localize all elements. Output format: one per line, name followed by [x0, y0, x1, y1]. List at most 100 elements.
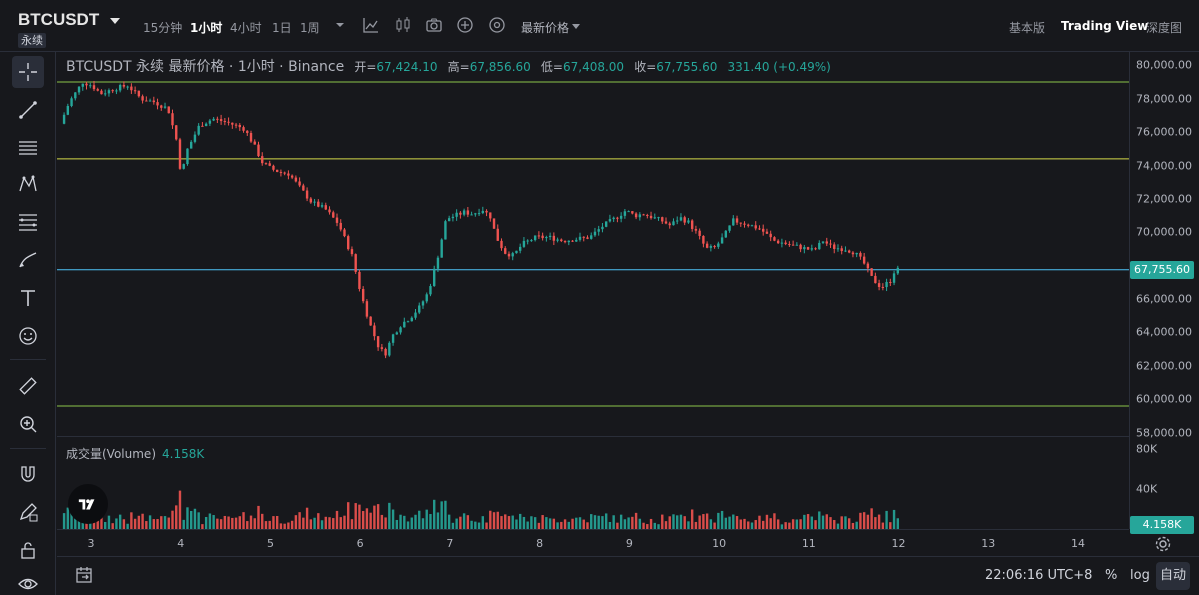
camera-icon[interactable] — [425, 16, 443, 34]
time-tick-label: 10 — [712, 537, 727, 550]
tradingview-logo[interactable] — [68, 484, 108, 524]
volume-bar — [365, 508, 369, 529]
candle-body — [732, 218, 735, 226]
top-toolbar: BTCUSDT 永续 15分钟 1小时 4小时 1日 1周 最新价格 基本版 T… — [0, 0, 1199, 52]
candle-style-icon[interactable] — [394, 16, 412, 34]
candle-body — [283, 172, 286, 174]
percent-scale-button[interactable]: % — [1105, 568, 1118, 583]
indicator-icon[interactable] — [362, 16, 380, 34]
candle — [294, 175, 298, 183]
symbol-dropdown-icon[interactable] — [110, 18, 120, 24]
horizontal-lines-icon[interactable] — [12, 132, 44, 164]
volume-bar — [668, 516, 671, 529]
volume-bar — [429, 514, 432, 529]
candle-body — [709, 246, 713, 248]
candle-body — [100, 90, 103, 95]
clock-timezone[interactable]: 22:06:16 UTC+8 — [985, 568, 1093, 583]
symbol-name[interactable]: BTCUSDT — [18, 10, 100, 29]
volume-chart[interactable] — [57, 437, 1129, 529]
volume-bar — [309, 519, 313, 529]
volume-bar — [148, 515, 152, 529]
price-axis[interactable] — [1129, 52, 1199, 529]
volume-bar — [219, 519, 223, 529]
candle — [380, 343, 384, 352]
emoji-icon[interactable] — [12, 320, 44, 352]
price-type-caret-icon[interactable] — [572, 24, 580, 29]
volume-bar — [788, 522, 791, 529]
zoom-in-icon[interactable] — [12, 408, 44, 440]
volume-bar — [115, 518, 118, 529]
candle — [201, 122, 204, 127]
price-chart[interactable] — [57, 52, 1129, 436]
log-scale-button[interactable]: log — [1130, 568, 1150, 583]
volume-bar — [440, 501, 443, 529]
volume-bar — [604, 513, 608, 529]
volume-legend: 成交量(Volume) 4.158K — [66, 445, 204, 462]
candle-body — [773, 237, 776, 241]
brush-icon[interactable] — [12, 244, 44, 276]
volume-bar — [646, 524, 649, 529]
candle — [679, 213, 683, 222]
pattern-icon[interactable] — [12, 168, 44, 200]
volume-bar — [152, 519, 156, 529]
view-depth[interactable]: 深度图 — [1146, 21, 1183, 35]
volume-bar — [582, 519, 585, 529]
candle — [810, 244, 814, 252]
candle-body — [391, 334, 395, 343]
candle-body — [347, 236, 350, 250]
candle — [447, 215, 451, 222]
text-icon[interactable] — [12, 282, 44, 314]
pane-divider[interactable] — [57, 436, 1129, 437]
magnet-icon[interactable] — [12, 458, 44, 490]
volume-tick-label: 40K — [1136, 482, 1158, 496]
candle-body — [167, 106, 170, 114]
volume-bar — [332, 518, 335, 529]
candle-body — [489, 212, 492, 219]
candle-body — [354, 254, 357, 272]
candle — [776, 239, 780, 245]
view-tradingview[interactable]: Trading View — [1061, 19, 1149, 33]
volume-bar — [436, 512, 440, 529]
view-basic[interactable]: 基本版 — [1009, 21, 1046, 35]
auto-scale-button[interactable]: 自动 — [1156, 562, 1191, 590]
crosshair-icon[interactable] — [12, 56, 44, 88]
candle-body — [395, 332, 399, 335]
timeframe-15m[interactable]: 15分钟 — [143, 21, 183, 35]
candle — [275, 169, 279, 173]
ruler-icon[interactable] — [12, 370, 44, 402]
candle — [851, 251, 855, 258]
candle — [634, 212, 638, 220]
eye-icon[interactable] — [12, 568, 44, 595]
volume-bar — [616, 522, 619, 529]
candle — [186, 148, 189, 166]
candle — [881, 283, 885, 291]
volume-bar — [425, 509, 428, 529]
settings-circle-icon[interactable] — [488, 16, 506, 34]
volume-bar — [294, 515, 298, 529]
plus-circle-icon[interactable] — [456, 16, 474, 34]
volume-bar — [104, 521, 107, 529]
candle — [750, 224, 754, 227]
lock-pencil-icon[interactable] — [12, 496, 44, 528]
timeframe-1h[interactable]: 1小时 — [190, 21, 223, 35]
timeframe-4h[interactable]: 4小时 — [230, 21, 262, 35]
candle-body — [672, 221, 675, 226]
candle-body — [728, 225, 731, 231]
candle — [653, 213, 656, 220]
timeframe-1w[interactable]: 1周 — [300, 21, 320, 35]
fib-icon[interactable] — [12, 206, 44, 238]
trendline-icon[interactable] — [12, 94, 44, 126]
lock-icon[interactable] — [12, 534, 44, 566]
candle-body — [586, 237, 589, 239]
calendar-goto-icon[interactable] — [74, 565, 94, 585]
time-axis[interactable] — [57, 529, 1129, 556]
candle — [347, 234, 350, 251]
candle — [444, 219, 447, 240]
candle — [627, 210, 630, 213]
timeframe-1d[interactable]: 1日 — [272, 21, 292, 35]
candle — [825, 237, 828, 247]
dropdown-icon[interactable] — [331, 16, 349, 34]
chart-settings-gear-icon[interactable] — [1154, 535, 1172, 553]
volume-bar — [279, 523, 283, 529]
price-type-select[interactable]: 最新价格 — [521, 21, 570, 35]
